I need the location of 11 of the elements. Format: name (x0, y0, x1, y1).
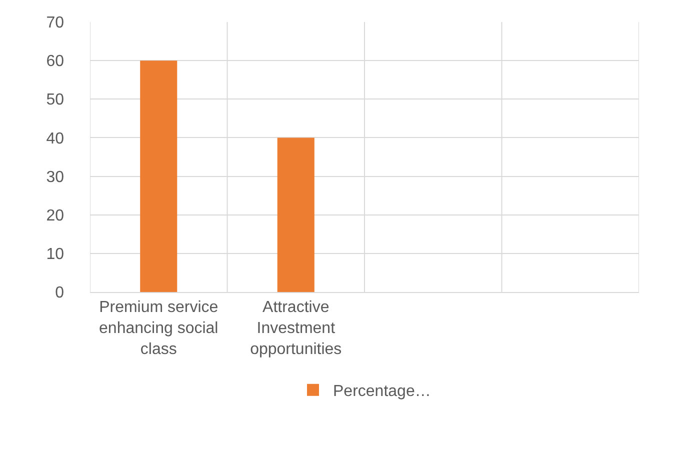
y-tick-label: 0 (55, 284, 64, 302)
y-tick-label: 40 (46, 130, 64, 148)
legend-label: Percentage… (333, 383, 431, 400)
y-tick-label: 20 (46, 207, 64, 224)
x-tick-label: Attractive Investment opportunities (250, 299, 342, 358)
y-tick-label: 60 (46, 53, 64, 70)
y-tick-label: 30 (46, 168, 64, 186)
y-tick-label: 70 (46, 14, 64, 32)
y-tick-label: 10 (46, 246, 64, 264)
x-tick-label: Premium service enhancing social class (99, 299, 218, 358)
y-tick-label: 50 (46, 92, 64, 109)
